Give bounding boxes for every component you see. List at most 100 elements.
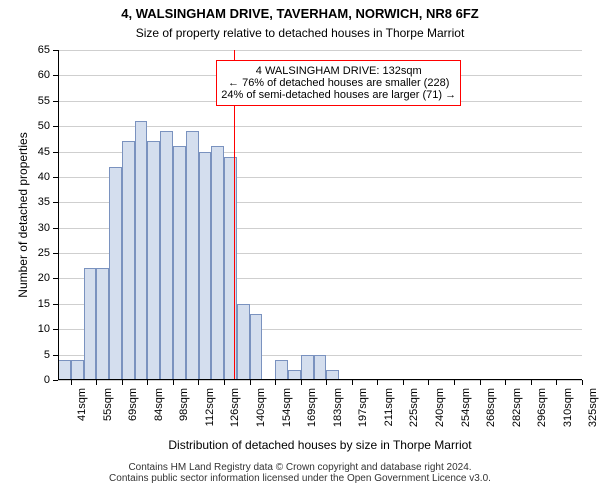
y-tick-label: 65 (38, 44, 50, 56)
x-tick-label: 296sqm (536, 388, 548, 438)
histogram-bar (71, 360, 84, 380)
annotation-line: 4 WALSINGHAM DRIVE: 132sqm (221, 65, 456, 77)
histogram-bar (186, 131, 199, 380)
y-tick-label: 45 (38, 146, 50, 158)
x-tick-label: 84sqm (153, 388, 165, 438)
histogram-bar (275, 360, 288, 380)
histogram-bar (314, 355, 327, 380)
x-tick-label: 126sqm (229, 388, 241, 438)
x-tick (582, 380, 583, 385)
x-tick-label: 282sqm (511, 388, 523, 438)
x-tick-label: 254sqm (460, 388, 472, 438)
y-tick (53, 228, 58, 229)
annotation-box: 4 WALSINGHAM DRIVE: 132sqm← 76% of detac… (216, 60, 461, 106)
y-tick (53, 278, 58, 279)
histogram-bar (84, 268, 97, 380)
gridline (58, 380, 582, 381)
x-tick (147, 380, 148, 385)
x-tick-label: 55sqm (102, 388, 114, 438)
y-tick (53, 177, 58, 178)
y-tick-label: 0 (44, 374, 50, 386)
x-axis-line (58, 379, 582, 380)
annotation-line: ← 76% of detached houses are smaller (22… (221, 77, 456, 89)
histogram-bar (58, 360, 71, 380)
y-axis-line (58, 50, 59, 380)
x-tick (377, 380, 378, 385)
property-size-histogram: 4, WALSINGHAM DRIVE, TAVERHAM, NORWICH, … (0, 0, 600, 500)
x-tick (250, 380, 251, 385)
x-tick-label: 268sqm (485, 388, 497, 438)
x-tick (531, 380, 532, 385)
x-tick-label: 211sqm (383, 388, 395, 438)
x-tick-label: 225sqm (408, 388, 420, 438)
x-tick-label: 310sqm (562, 388, 574, 438)
x-tick (71, 380, 72, 385)
histogram-bar (250, 314, 263, 380)
histogram-bar (160, 131, 173, 380)
chart-footer: Contains HM Land Registry data © Crown c… (8, 462, 592, 484)
x-tick-label: 154sqm (281, 388, 293, 438)
x-tick (403, 380, 404, 385)
histogram-bar (301, 355, 314, 380)
x-tick-label: 197sqm (357, 388, 369, 438)
histogram-bar (109, 167, 122, 380)
x-tick-label: 98sqm (178, 388, 190, 438)
y-tick-label: 35 (38, 196, 50, 208)
footer-line: Contains HM Land Registry data © Crown c… (8, 462, 592, 473)
y-tick (53, 253, 58, 254)
x-tick (173, 380, 174, 385)
histogram-bar (96, 268, 109, 380)
x-tick-label: 183sqm (332, 388, 344, 438)
y-tick-label: 5 (44, 349, 50, 361)
chart-title: 4, WALSINGHAM DRIVE, TAVERHAM, NORWICH, … (0, 6, 600, 21)
histogram-bar (135, 121, 148, 380)
x-tick-label: 240sqm (434, 388, 446, 438)
chart-subtitle: Size of property relative to detached ho… (0, 26, 600, 40)
x-tick (122, 380, 123, 385)
x-tick (505, 380, 506, 385)
x-tick-label: 325sqm (587, 388, 599, 438)
footer-line: Contains public sector information licen… (8, 473, 592, 484)
y-tick (53, 152, 58, 153)
x-tick (480, 380, 481, 385)
y-tick (53, 202, 58, 203)
histogram-bar (237, 304, 250, 380)
x-tick (224, 380, 225, 385)
gridline (58, 50, 582, 51)
x-tick-label: 140sqm (255, 388, 267, 438)
x-tick (198, 380, 199, 385)
y-tick-label: 30 (38, 222, 50, 234)
y-tick-label: 20 (38, 272, 50, 284)
y-tick (53, 101, 58, 102)
y-tick (53, 304, 58, 305)
y-axis-label: Number of detached properties (16, 50, 30, 380)
histogram-bar (199, 152, 212, 380)
y-tick (53, 355, 58, 356)
plot-area: 4 WALSINGHAM DRIVE: 132sqm← 76% of detac… (58, 50, 582, 380)
x-tick (352, 380, 353, 385)
histogram-bar (173, 146, 186, 380)
x-tick (301, 380, 302, 385)
histogram-bar (122, 141, 135, 380)
x-tick (326, 380, 327, 385)
x-tick-label: 112sqm (204, 388, 216, 438)
y-tick-label: 15 (38, 298, 50, 310)
y-tick-label: 10 (38, 323, 50, 335)
y-tick-label: 40 (38, 171, 50, 183)
y-tick (53, 75, 58, 76)
x-tick (428, 380, 429, 385)
x-tick-label: 169sqm (306, 388, 318, 438)
y-tick (53, 50, 58, 51)
y-tick-label: 50 (38, 120, 50, 132)
x-tick-label: 69sqm (127, 388, 139, 438)
y-tick-label: 55 (38, 95, 50, 107)
y-tick (53, 380, 58, 381)
annotation-line: 24% of semi-detached houses are larger (… (221, 89, 456, 101)
histogram-bar (147, 141, 160, 380)
y-tick (53, 329, 58, 330)
x-axis-label: Distribution of detached houses by size … (58, 438, 582, 452)
x-tick (454, 380, 455, 385)
y-tick (53, 126, 58, 127)
x-tick (275, 380, 276, 385)
y-tick-label: 25 (38, 247, 50, 259)
